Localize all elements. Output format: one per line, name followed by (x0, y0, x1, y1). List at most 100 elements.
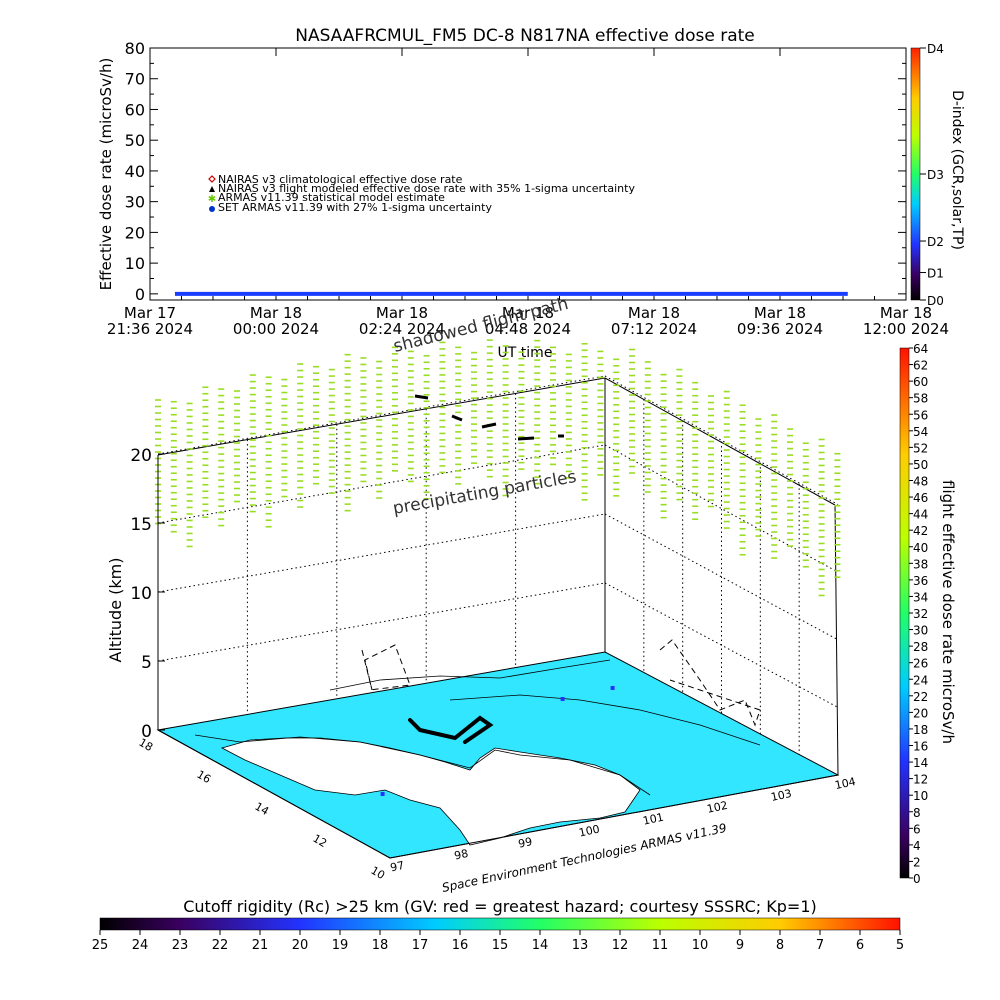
grid-line (604, 375, 839, 505)
cutoff-tick-label: 24 (132, 938, 149, 953)
flight-track-at-altitude (414, 394, 564, 441)
y-tick-label: 10 (125, 254, 145, 273)
lon-tick-label: 97 (389, 859, 405, 875)
y-tick-label: 80 (125, 39, 145, 58)
colorbar-tick-label: 6 (913, 822, 921, 836)
z-tick-label: 5 (141, 653, 152, 673)
colorbar-tick-label: 32 (913, 607, 928, 621)
grid-line (157, 513, 606, 593)
x-tick-label: Mar 18 (502, 304, 554, 322)
colorbar-tick-label: 60 (913, 375, 928, 389)
y-tick-label: 40 (125, 162, 145, 181)
top-y-axis-label: Effective dose rate (microSv/h) (97, 58, 115, 291)
flight-path-shadow (408, 715, 494, 744)
legend-entry-nairas-climatological: NAIRAS v3 climatological effective dose … (208, 173, 463, 186)
d-tick-label: D0 (927, 294, 944, 308)
x-tick-label: Mar 18 (376, 304, 428, 322)
colorbar-tick-label: 12 (913, 773, 928, 787)
ocean-speckle: ▪ (560, 694, 565, 703)
cutoff-tick-label: 15 (492, 938, 509, 953)
x-tick-label: 21:36 2024 (107, 320, 193, 338)
top-chart-title: NASAAFRCMUL_FM5 DC-8 N817NA effective do… (295, 26, 755, 46)
colorbar-tick-label: 50 (913, 458, 928, 472)
lon-tick-label: 101 (642, 811, 665, 828)
y-tick-label: 60 (125, 100, 145, 119)
legend-entry-set-armas: SET ARMAS v11.39 with 27% 1-sigma uncert… (209, 201, 492, 214)
colorbar-tick-label: 16 (913, 740, 928, 754)
longitude-axis: 97 98 99 100 101 102 103 104 (389, 775, 857, 874)
colorbar-tick-label: 2 (913, 855, 921, 869)
cutoff-tick-label: 16 (452, 938, 469, 953)
cutoff-tick-label: 10 (692, 938, 709, 953)
y-tick-label: 30 (125, 193, 145, 212)
colorbar-tick-label: 30 (913, 624, 928, 638)
grid-line (157, 582, 606, 662)
y-tick-label: 50 (125, 131, 145, 150)
cutoff-tick-label: 7 (816, 938, 824, 953)
lat-tick-label: 16 (194, 768, 213, 786)
lat-tick-label: 12 (310, 832, 329, 850)
legend-label: SET ARMAS v11.39 with 27% 1-sigma uncert… (218, 201, 492, 214)
cutoff-tick-label: 25 (92, 938, 109, 953)
x-tick-label: Mar 18 (754, 304, 806, 322)
cutoff-tick-label: 6 (856, 938, 864, 953)
ocean-speckle: ▪ (380, 789, 385, 798)
y-tick-label: 70 (125, 70, 145, 89)
legend-triangle-icon (209, 186, 215, 192)
cutoff-tick-label: 19 (332, 938, 349, 953)
lat-tick-label: 18 (136, 736, 155, 754)
d-index-colorbar (910, 47, 921, 301)
colorbar-tick-label: 0 (913, 872, 921, 886)
z-tick-label: 15 (130, 515, 152, 535)
grid-line (157, 375, 606, 455)
dose-rate-colorbar-ticks: 0246810121416182022242628303234363840424… (909, 342, 928, 886)
cutoff-tick-label: 18 (372, 938, 389, 953)
legend-label: NAIRAS v3 climatological effective dose … (218, 173, 463, 186)
cutoff-tick-label: 23 (172, 938, 189, 953)
colorbar-tick-label: 52 (913, 441, 928, 455)
legend-entry-nairas-flight: NAIRAS v3 flight modeled effective dose … (209, 182, 635, 195)
grid-line (604, 513, 839, 641)
lon-tick-label: 104 (834, 775, 857, 792)
cutoff-tick-label: 11 (652, 938, 669, 953)
z-tick-label: 10 (130, 584, 152, 604)
colorbar-tick-label: 20 (913, 706, 928, 720)
cutoff-tick-label: 5 (896, 938, 904, 953)
cutoff-rigidity-colorbar (99, 917, 901, 931)
y-tick-label: 0 (135, 285, 145, 304)
cutoff-rigidity-ticks: 25 24 23 22 21 20 19 18 17 16 15 14 13 12 11 10 9 8 7 6 5 (92, 930, 904, 953)
dose-rate-colorbar (899, 347, 910, 879)
d-index-ticks: D0 D1 D2 D3 D4 (920, 42, 944, 308)
lon-tick-label: 100 (578, 822, 601, 839)
legend-diamond-icon (208, 175, 216, 183)
legend-entry-armas-statistical: ✱ ARMAS v11.39 statistical model estimat… (208, 191, 445, 205)
colorbar-tick-label: 28 (913, 640, 928, 654)
cutoff-tick-label: 14 (532, 938, 549, 953)
coastline (194, 659, 761, 796)
colorbar-tick-label: 22 (913, 690, 928, 704)
x-tick-label: Mar 18 (250, 304, 302, 322)
colorbar-tick-label: 46 (913, 491, 928, 505)
colorbar-tick-label: 8 (913, 806, 921, 820)
colorbar-tick-label: 56 (913, 408, 928, 422)
cutoff-tick-label: 22 (212, 938, 229, 953)
x-tick-label: 07:12 2024 (611, 320, 697, 338)
colorbar-tick-label: 10 (913, 789, 928, 803)
colorbar-tick-label: 36 (913, 574, 928, 588)
colorbar-tick-label: 48 (913, 475, 928, 489)
cutoff-tick-label: 8 (776, 938, 784, 953)
y-tick-label: 20 (125, 223, 145, 242)
x-tick-label: Mar 18 (880, 304, 932, 322)
x-tick-label: 00:00 2024 (233, 320, 319, 338)
top-x-axis-label: UT time (498, 345, 553, 361)
colorbar-tick-label: 4 (913, 839, 921, 853)
x-tick-label: 12:00 2024 (863, 320, 949, 338)
colorbar-tick-label: 38 (913, 557, 928, 571)
lat-tick-label: 10 (368, 864, 387, 882)
grid-line (157, 444, 606, 524)
flight-profile-dashed (361, 639, 761, 727)
x-tick-label: Mar 18 (628, 304, 680, 322)
colorbar-tick-label: 26 (913, 657, 928, 671)
